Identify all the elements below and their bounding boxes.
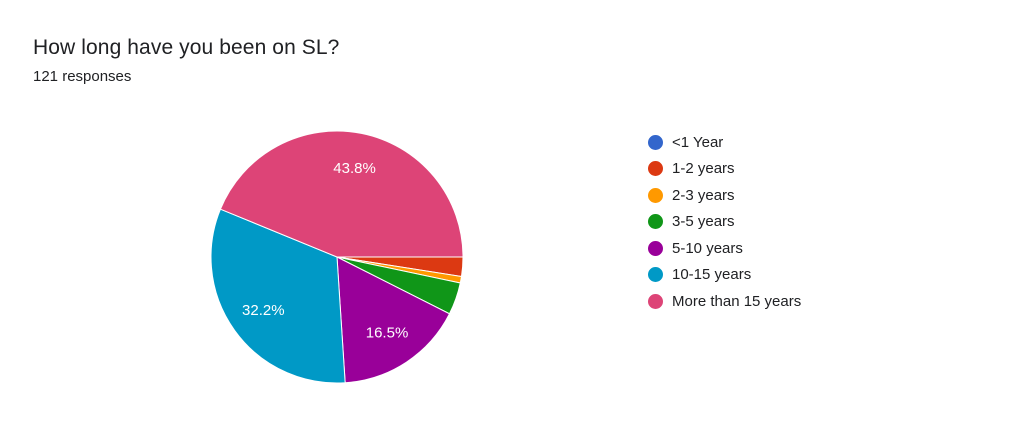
legend-label-more-than-15-years: More than 15 years: [672, 292, 802, 310]
pie-label-10-15-years: 32.2%: [242, 302, 285, 319]
response-count: 121 responses: [33, 68, 132, 85]
pie-slice-10-15-years[interactable]: [210, 208, 346, 384]
legend-item-5-10-years[interactable]: 5-10 years: [648, 235, 801, 262]
legend-item-1-2-years[interactable]: 1-2 years: [648, 156, 801, 183]
legend-item-10-15-years[interactable]: 10-15 years: [648, 262, 801, 289]
legend-swatch-more-than-15-years: [648, 293, 663, 309]
pie-slice-more-than-15-years[interactable]: [219, 130, 464, 258]
legend-swatch-1-2-years: [648, 161, 663, 177]
legend-label-2-3-years: 2-3 years: [672, 186, 735, 204]
legend-swatch-3-5-years: [648, 214, 663, 230]
chart-title: How long have you been on SL?: [33, 36, 340, 59]
chart-legend: <1 Year 1-2 years 2-3 years 3-5 years 5-10 y…: [648, 129, 801, 315]
legend-swatch-10-15-years: [648, 267, 663, 283]
legend-item-1-year[interactable]: <1 Year: [648, 129, 801, 156]
legend-label-5-10-years: 5-10 years: [672, 239, 743, 257]
pie-label-more-than-15-years: 43.8%: [333, 160, 376, 177]
legend-swatch-1-year: [648, 134, 663, 150]
legend-swatch-2-3-years: [648, 187, 663, 203]
legend-item-more-than-15-years[interactable]: More than 15 years: [648, 288, 801, 315]
legend-label-3-5-years: 3-5 years: [672, 213, 735, 231]
legend-label-1-2-years: 1-2 years: [672, 160, 735, 178]
pie-slice-5-10-years[interactable]: [336, 256, 451, 384]
legend-label-10-15-years: 10-15 years: [672, 266, 752, 284]
legend-swatch-5-10-years: [648, 240, 663, 256]
legend-item-3-5-years[interactable]: 3-5 years: [648, 209, 801, 236]
pie-label-5-10-years: 16.5%: [366, 325, 409, 342]
legend-item-2-3-years[interactable]: 2-3 years: [648, 182, 801, 209]
legend-label-1-year: <1 Year: [672, 133, 724, 151]
